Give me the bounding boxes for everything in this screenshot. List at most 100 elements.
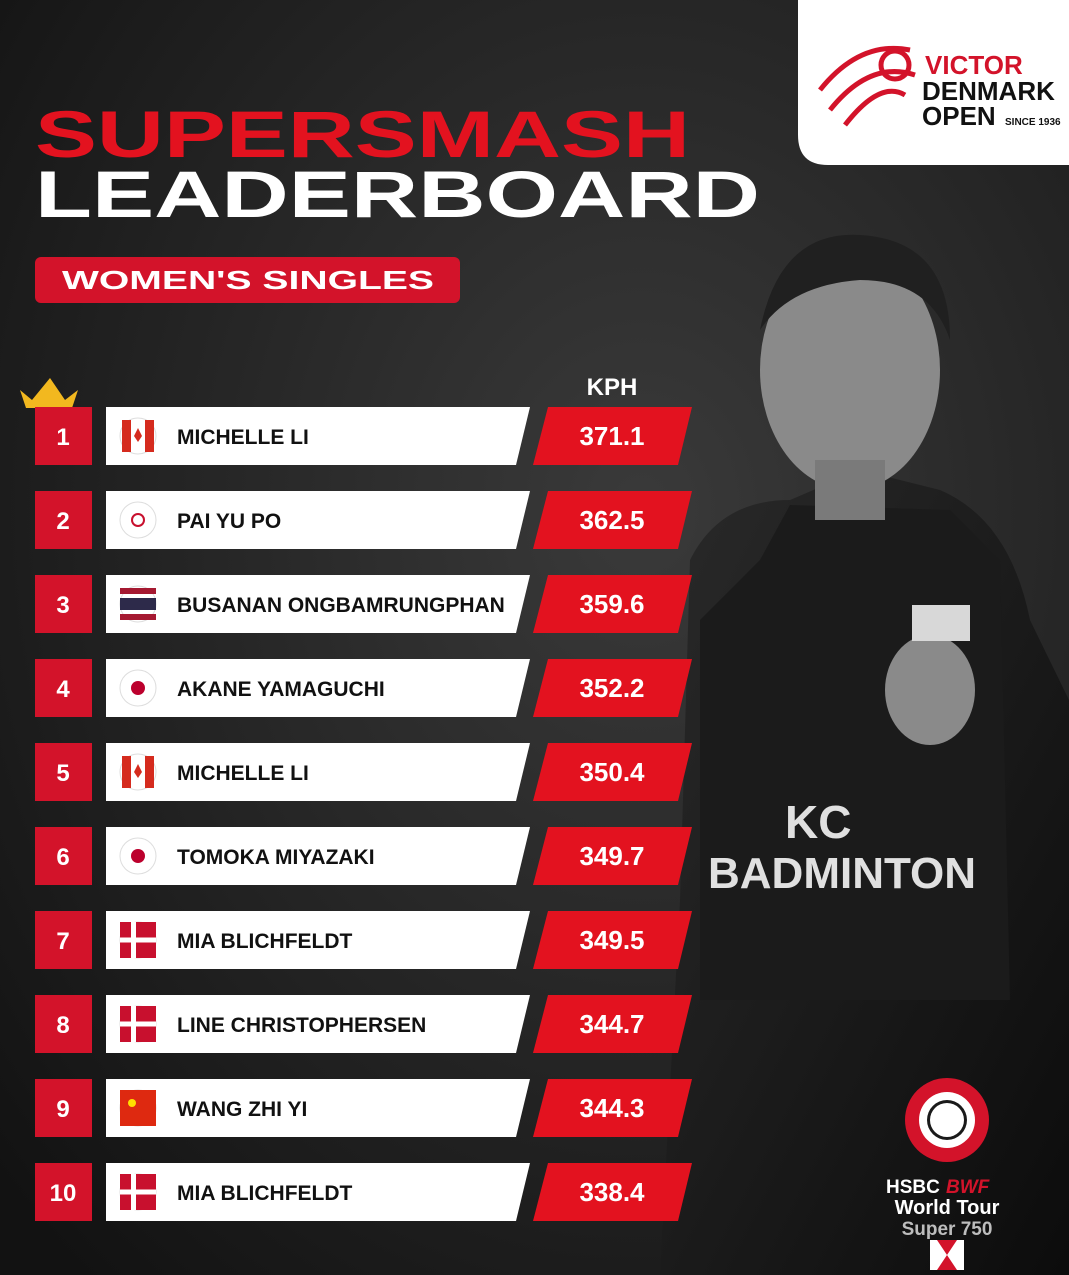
rank-box [35, 407, 92, 465]
flag-part [120, 598, 156, 610]
flag [119, 501, 157, 539]
speed-box [533, 491, 692, 549]
logo-since: SINCE 1936 [1005, 117, 1061, 128]
title: LEADERBOARD [35, 157, 760, 231]
shirt-text: KC [785, 796, 851, 848]
flag-part [131, 513, 145, 527]
rank-box [35, 995, 92, 1053]
speed: 349.5 [579, 925, 644, 955]
player-name: AKANE YAMAGUCHI [177, 678, 385, 701]
flag-part [120, 937, 156, 943]
speed: 344.3 [579, 1093, 644, 1123]
speed-box [533, 995, 692, 1053]
flag [119, 921, 157, 959]
player-name: TOMOKA MIYAZAKI [177, 846, 375, 869]
speed-box [533, 827, 692, 885]
player-name: MICHELLE LI [177, 426, 309, 449]
player-name: MIA BLICHFELDT [177, 930, 353, 953]
name-box [106, 995, 530, 1053]
athlete-photo: KC BADMINTON [660, 234, 1069, 1275]
speed-box [533, 1079, 692, 1137]
rank: 8 [56, 1012, 69, 1039]
subtitle: WOMEN'S SINGLES [62, 265, 434, 295]
speed-box [533, 407, 692, 465]
subtitle-badge [35, 257, 460, 303]
speed-box [533, 1163, 692, 1221]
speed-box [533, 659, 692, 717]
speed: 359.6 [579, 589, 644, 619]
flag [119, 1089, 157, 1127]
speed: 350.4 [579, 757, 645, 787]
rank: 3 [56, 592, 69, 619]
name-box [106, 1079, 530, 1137]
shirt-text: BADMINTON [708, 849, 976, 898]
name-box [106, 575, 530, 633]
logo-panel [798, 0, 1069, 165]
flag-part [120, 614, 156, 620]
player-name: BUSANAN ONGBAMRUNGPHAN [177, 594, 505, 617]
flag [119, 669, 157, 707]
name-box [106, 659, 530, 717]
tour-logo [905, 1078, 989, 1270]
rank-box [35, 1079, 92, 1137]
rank: 2 [56, 508, 69, 535]
shuttle-icon [818, 45, 916, 127]
tour-name: World Tour [895, 1197, 1000, 1219]
rank: 9 [56, 1096, 69, 1123]
rank-box [35, 659, 92, 717]
speed-box [533, 911, 692, 969]
speed-box [533, 743, 692, 801]
rank: 4 [56, 676, 70, 703]
flag-part [131, 849, 145, 863]
flag-part [134, 428, 142, 442]
rank: 5 [56, 760, 69, 787]
title: SUPERSMASH [35, 97, 690, 171]
speed: 371.1 [579, 421, 644, 451]
player-name: MICHELLE LI [177, 762, 309, 785]
tour-level: Super 750 [902, 1219, 993, 1240]
rank: 1 [56, 424, 69, 451]
flag [119, 585, 157, 623]
flag-part [122, 420, 131, 452]
player-name: MIA BLICHFELDT [177, 1182, 353, 1205]
flag-part [120, 1021, 156, 1027]
name-box [106, 743, 530, 801]
flag-part [120, 588, 156, 594]
name-box [106, 491, 530, 549]
speed: 338.4 [579, 1177, 645, 1207]
rank-box [35, 491, 92, 549]
player-name: WANG ZHI YI [177, 1098, 307, 1121]
logo-brand: VICTOR [925, 50, 1023, 80]
tour-sponsor: HSBC [886, 1177, 940, 1198]
rank-box [35, 575, 92, 633]
logo-text: DENMARK [922, 76, 1055, 106]
flag-part [145, 756, 154, 788]
speed-box [533, 575, 692, 633]
name-box [106, 911, 530, 969]
rank-box [35, 743, 92, 801]
flag [119, 1173, 157, 1211]
name-box [106, 827, 530, 885]
rank: 7 [56, 928, 69, 955]
flag [119, 753, 157, 791]
speed: 349.7 [579, 841, 644, 871]
flag-part [131, 681, 145, 695]
crown-icon [20, 378, 78, 408]
flag-bg [119, 501, 157, 539]
rank-box [35, 1163, 92, 1221]
player-name: PAI YU PO [177, 510, 281, 533]
name-box [106, 1163, 530, 1221]
rank-box [35, 911, 92, 969]
flag [119, 417, 157, 455]
rank: 10 [50, 1180, 77, 1207]
flag-part [120, 1189, 156, 1195]
flag [119, 837, 157, 875]
flag-part [120, 1090, 156, 1126]
flag-part [128, 1099, 136, 1107]
flag-part [145, 420, 154, 452]
name-box [106, 407, 530, 465]
speed: 344.7 [579, 1009, 644, 1039]
logo-text: OPEN [922, 101, 996, 131]
